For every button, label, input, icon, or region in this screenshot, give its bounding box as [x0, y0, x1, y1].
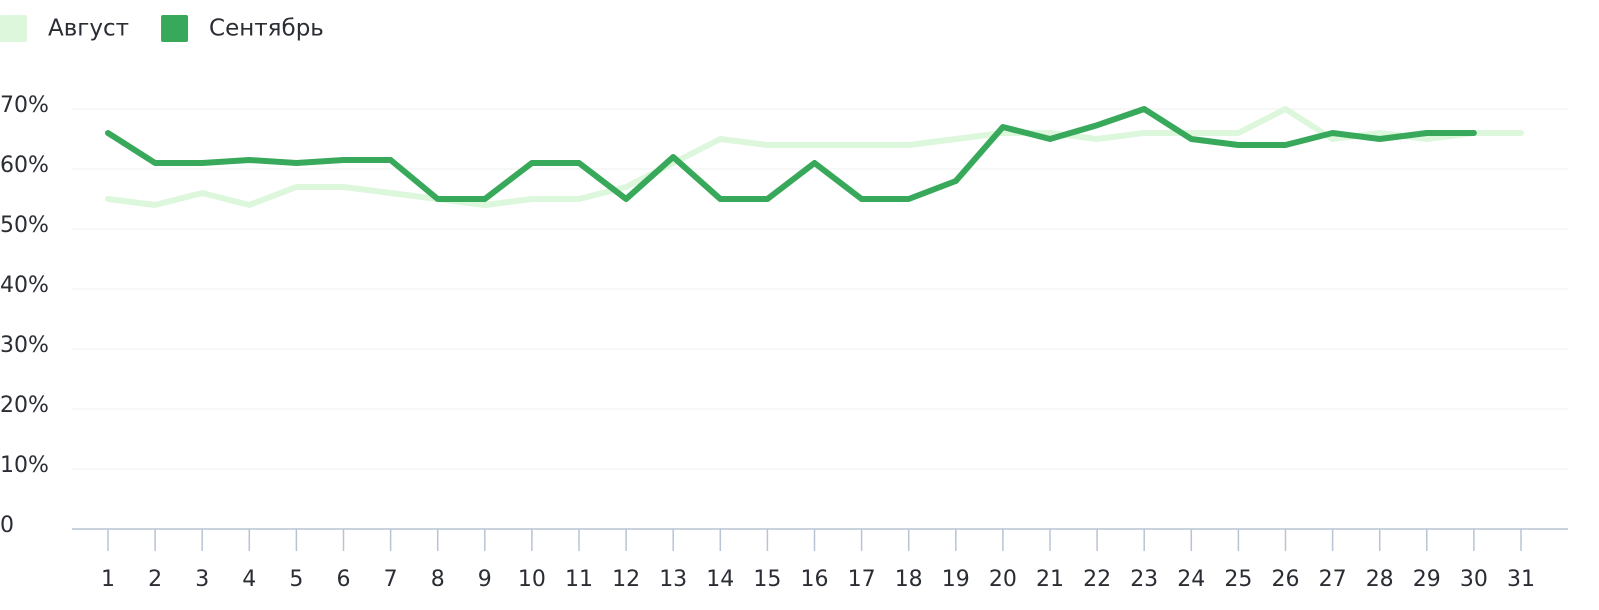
- x-tick-label: 11: [565, 567, 593, 592]
- x-tick-label: 1: [101, 567, 115, 592]
- x-tick-label: 27: [1319, 567, 1347, 592]
- legend-swatch: [161, 15, 189, 42]
- series-line: [105, 106, 1477, 202]
- x-tick-label: 5: [289, 567, 303, 592]
- legend-label: Август: [48, 16, 129, 42]
- y-tick-label: 50%: [0, 213, 49, 238]
- x-tick-label: 10: [518, 567, 546, 592]
- y-tick-label: 70%: [0, 93, 49, 118]
- series-line: [105, 106, 1524, 208]
- y-tick-label: 40%: [0, 273, 49, 298]
- x-tick-label: 24: [1177, 567, 1205, 592]
- x-tick-label: 28: [1366, 567, 1394, 592]
- y-tick-label: 60%: [0, 153, 49, 178]
- x-tick-label: 18: [895, 567, 923, 592]
- x-tick-label: 14: [706, 567, 734, 592]
- y-tick-label: 10%: [0, 453, 49, 478]
- x-tick-label: 3: [195, 567, 209, 592]
- y-tick-label: 20%: [0, 393, 49, 418]
- x-tick-label: 15: [753, 567, 781, 592]
- x-tick-label: 20: [989, 567, 1017, 592]
- x-tick-label: 9: [478, 567, 492, 592]
- x-tick-label: 30: [1460, 567, 1488, 592]
- x-tick-label: 26: [1272, 567, 1300, 592]
- x-tick-label: 23: [1130, 567, 1158, 592]
- x-tick-label: 7: [384, 567, 398, 592]
- x-tick-label: 29: [1413, 567, 1441, 592]
- x-tick-label: 12: [612, 567, 640, 592]
- x-tick-label: 21: [1036, 567, 1064, 592]
- x-tick-label: 31: [1507, 567, 1535, 592]
- x-tick-label: 19: [942, 567, 970, 592]
- x-tick-label: 17: [848, 567, 876, 592]
- x-tick-label: 25: [1224, 567, 1252, 592]
- x-tick-label: 8: [431, 567, 445, 592]
- legend-swatch: [0, 15, 27, 42]
- x-tick-label: 22: [1083, 567, 1111, 592]
- x-tick-label: 6: [337, 567, 351, 592]
- x-tick-label: 16: [801, 567, 829, 592]
- x-tick-label: 13: [659, 567, 687, 592]
- y-tick-label: 0: [0, 513, 14, 538]
- x-tick-label: 2: [148, 567, 162, 592]
- y-tick-label: 30%: [0, 333, 49, 358]
- legend-label: Сентябрь: [209, 16, 324, 42]
- x-tick-label: 4: [242, 567, 256, 592]
